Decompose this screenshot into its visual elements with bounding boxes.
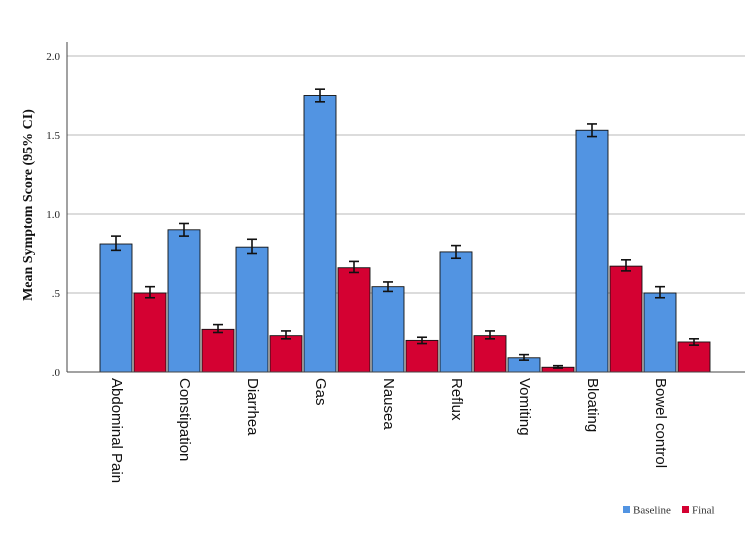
legend-swatch-baseline bbox=[623, 506, 630, 513]
legend-label-baseline: Baseline bbox=[633, 505, 671, 517]
x-tick-label: Diarrhea bbox=[244, 378, 261, 436]
x-tick-label: Gas bbox=[312, 378, 329, 406]
y-tick-label: 1.0 bbox=[46, 209, 60, 221]
bar-final bbox=[473, 335, 507, 373]
x-tick-label: Constipation bbox=[176, 378, 193, 461]
y-tick-label: 2.0 bbox=[46, 51, 60, 63]
x-tick-label: Bloating bbox=[584, 378, 601, 432]
bar-final bbox=[201, 328, 235, 373]
bar-baseline bbox=[643, 292, 677, 373]
x-tick-label: Abdominal Pain bbox=[108, 378, 125, 483]
y-tick-label: .0 bbox=[52, 367, 61, 379]
bar-final bbox=[337, 267, 371, 373]
x-tick-label: Vomiting bbox=[516, 378, 533, 436]
x-tick-labels: Abdominal Pain Constipation Diarrhea Gas Nau… bbox=[108, 378, 669, 483]
bar-final bbox=[609, 265, 643, 373]
x-tick-label: Reflux bbox=[448, 378, 465, 421]
y-tick-label: 1.5 bbox=[46, 130, 60, 142]
bar-baseline bbox=[167, 229, 201, 373]
bar-baseline bbox=[99, 243, 133, 373]
bar-baseline bbox=[371, 286, 405, 373]
y-tick-label: .5 bbox=[52, 288, 61, 300]
axes bbox=[66, 42, 745, 373]
x-tick-label: Bowel control bbox=[652, 378, 669, 468]
legend-label-final: Final bbox=[692, 505, 715, 517]
bar-baseline bbox=[235, 246, 269, 373]
bar-final bbox=[677, 341, 711, 373]
legend: Baseline Final bbox=[623, 505, 715, 517]
bar-final bbox=[133, 292, 167, 373]
bar-baseline bbox=[439, 251, 473, 373]
bar-final bbox=[405, 339, 439, 373]
y-axis-label: Mean Symptom Score (95% CI) bbox=[21, 109, 36, 301]
x-tick-label: Nausea bbox=[380, 378, 397, 430]
bar-final bbox=[269, 335, 303, 373]
error-bars bbox=[111, 88, 699, 369]
legend-swatch-final bbox=[682, 506, 689, 513]
bar-baseline bbox=[575, 129, 609, 373]
bar-baseline bbox=[303, 95, 337, 373]
bars bbox=[99, 95, 711, 373]
y-tick-labels: .0 .5 1.0 1.5 2.0 bbox=[46, 51, 60, 379]
